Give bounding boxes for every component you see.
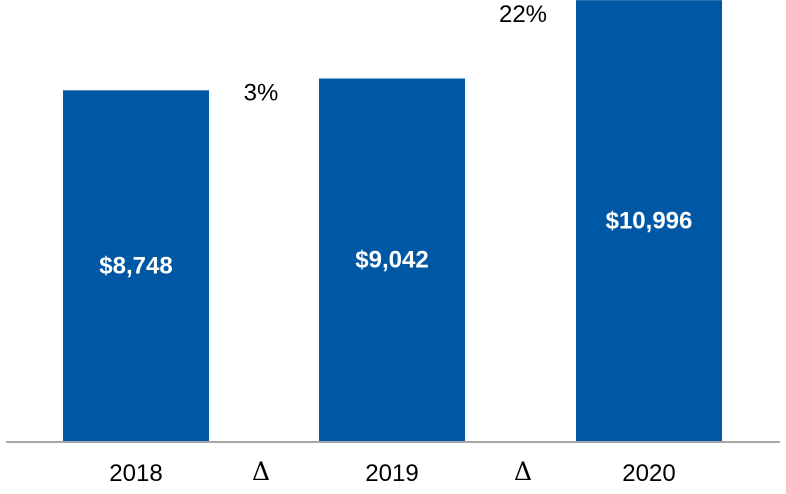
labels-group: $8,748 2018 $9,042 2019 $10,996 2020 3% Δ 22% Δ (99, 1, 692, 487)
bar-2020 (576, 0, 722, 441)
bar-2019 (319, 78, 465, 442)
change-percent-2: 22% (499, 1, 547, 28)
bars-group (63, 0, 722, 442)
delta-symbol-1: Δ (252, 457, 270, 486)
value-label-2019: $9,042 (355, 247, 428, 274)
delta-symbol-2: Δ (514, 457, 532, 486)
value-label-2018: $8,748 (99, 253, 172, 280)
change-percent-1: 3% (244, 79, 279, 106)
category-label-2019: 2019 (365, 460, 418, 487)
value-label-2020: $10,996 (606, 208, 693, 235)
category-label-2018: 2018 (109, 460, 162, 487)
bar-2018 (63, 90, 209, 441)
category-label-2020: 2020 (622, 460, 675, 487)
